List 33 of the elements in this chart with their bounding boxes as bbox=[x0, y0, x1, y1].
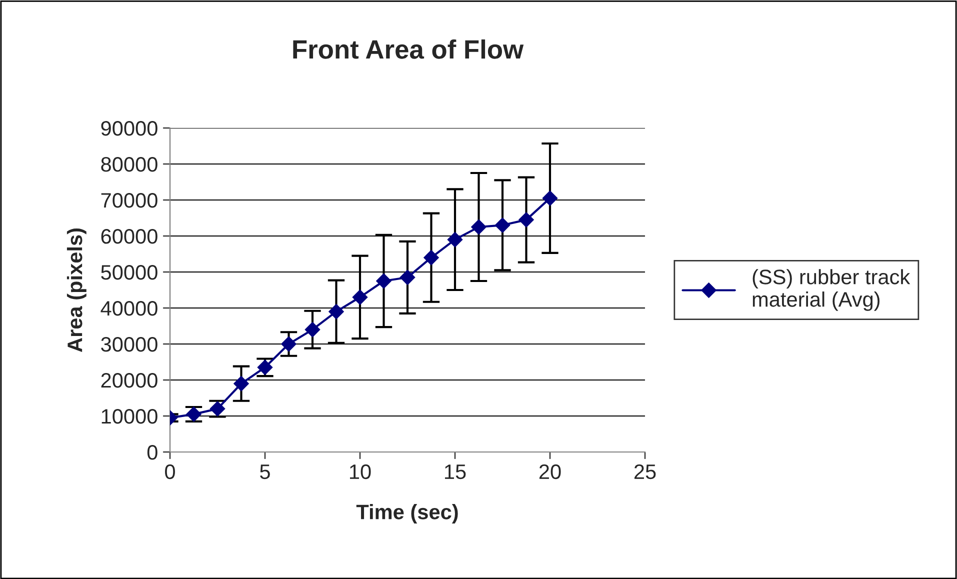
x-tick-label: 25 bbox=[634, 464, 656, 480]
point bbox=[542, 190, 558, 206]
y-tick-label: 30000 bbox=[101, 337, 158, 352]
point bbox=[447, 232, 463, 248]
y-tick-label: 20000 bbox=[101, 373, 158, 388]
x-tick-label: 10 bbox=[350, 464, 371, 480]
point bbox=[304, 322, 320, 338]
y-tick-label: 90000 bbox=[101, 121, 158, 136]
x-axis-title: Time (sec) bbox=[356, 504, 458, 524]
y-tick-label: 10000 bbox=[102, 409, 158, 424]
x-tick-label: 20 bbox=[539, 464, 561, 480]
y-tick-label: 60000 bbox=[101, 229, 158, 244]
x-tick-label: 5 bbox=[260, 464, 270, 480]
x-tick-label: 0 bbox=[165, 464, 175, 480]
point bbox=[281, 336, 296, 352]
y-tick-label: 70000 bbox=[101, 193, 158, 208]
y-tick-label: 40000 bbox=[100, 301, 158, 316]
point bbox=[234, 376, 249, 392]
point bbox=[424, 250, 439, 266]
point bbox=[400, 270, 416, 285]
y-tick-label: 80000 bbox=[101, 157, 158, 172]
chart-title: Front Area of Flow bbox=[293, 39, 524, 59]
point bbox=[376, 273, 392, 289]
legend-label: (SS) rubber track material (Avg) bbox=[752, 269, 910, 311]
point bbox=[352, 290, 368, 305]
point bbox=[471, 219, 486, 235]
y-tick-label: 0 bbox=[147, 445, 158, 460]
y-tick-label: 50000 bbox=[101, 265, 158, 280]
y-axis-title: Area (pixels) bbox=[66, 228, 86, 352]
point bbox=[328, 304, 344, 320]
point bbox=[494, 218, 510, 233]
point bbox=[518, 212, 534, 228]
x-tick-label: 15 bbox=[445, 464, 466, 480]
